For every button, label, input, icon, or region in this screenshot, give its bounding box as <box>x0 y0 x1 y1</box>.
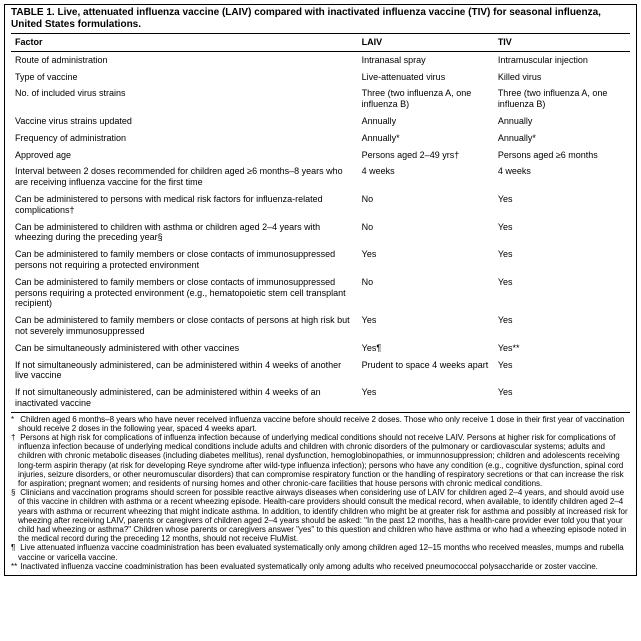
cell-factor: Type of vaccine <box>11 69 358 86</box>
cell-factor: If not simultaneously administered, can … <box>11 357 358 385</box>
cell-factor: Can be administered to children with ast… <box>11 219 358 247</box>
table-row: Approved agePersons aged 2–49 yrs†Person… <box>11 147 630 164</box>
cell-tiv: 4 weeks <box>494 163 630 191</box>
cell-laiv: No <box>358 191 494 219</box>
cell-laiv: Intranasal spray <box>358 51 494 68</box>
cell-factor: Can be administered to family members or… <box>11 312 358 340</box>
footnote-symbol: † <box>11 433 18 442</box>
cell-laiv: Live-attenuated virus <box>358 69 494 86</box>
table-row: If not simultaneously administered, can … <box>11 357 630 385</box>
cell-factor: Can be simultaneously administered with … <box>11 340 358 357</box>
cell-factor: Can be administered to family members or… <box>11 274 358 312</box>
cell-factor: Can be administered to persons with medi… <box>11 191 358 219</box>
cell-laiv: Annually* <box>358 130 494 147</box>
table-row: Can be administered to family members or… <box>11 312 630 340</box>
cell-factor: Can be administered to family members or… <box>11 246 358 274</box>
cell-tiv: Yes <box>494 357 630 385</box>
cell-laiv: 4 weeks <box>358 163 494 191</box>
table-row: No. of included virus strainsThree (two … <box>11 85 630 113</box>
footnote-text: Clinicians and vaccination programs shou… <box>18 488 628 543</box>
cell-factor: Approved age <box>11 147 358 164</box>
table-row: Can be administered to children with ast… <box>11 219 630 247</box>
table-row: Can be simultaneously administered with … <box>11 340 630 357</box>
footnote: § Clinicians and vaccination programs sh… <box>11 488 630 543</box>
cell-factor: No. of included virus strains <box>11 85 358 113</box>
cell-tiv: Intramuscular injection <box>494 51 630 68</box>
footnote-text: Inactivated influenza vaccine coadminist… <box>18 562 598 571</box>
cell-laiv: Yes <box>358 384 494 412</box>
footnote-text: Children aged 6 months–8 years who have … <box>18 415 624 433</box>
cell-factor: Route of administration <box>11 51 358 68</box>
cell-tiv: Yes** <box>494 340 630 357</box>
footnote-symbol: ** <box>11 562 18 571</box>
cell-laiv: Yes¶ <box>358 340 494 357</box>
cell-laiv: No <box>358 274 494 312</box>
footnote: † Persons at high risk for complications… <box>11 433 630 488</box>
cell-laiv: Persons aged 2–49 yrs† <box>358 147 494 164</box>
footnote-text: Persons at high risk for complications o… <box>18 433 624 488</box>
footnote: ¶ Live attenuated influenza vaccine coad… <box>11 543 630 561</box>
table-row: Can be administered to family members or… <box>11 274 630 312</box>
cell-laiv: Three (two influenza A, one influenza B) <box>358 85 494 113</box>
footnote: ** Inactivated influenza vaccine coadmin… <box>11 562 630 571</box>
footnote: * Children aged 6 months–8 years who hav… <box>11 415 630 433</box>
table-row: Can be administered to persons with medi… <box>11 191 630 219</box>
cell-factor: If not simultaneously administered, can … <box>11 384 358 412</box>
table-row: Frequency of administrationAnnually*Annu… <box>11 130 630 147</box>
table-row: Can be administered to family members or… <box>11 246 630 274</box>
header-row: Factor LAIV TIV <box>11 34 630 52</box>
table-row: Interval between 2 doses recommended for… <box>11 163 630 191</box>
cell-tiv: Yes <box>494 384 630 412</box>
table-row: Route of administrationIntranasal sprayI… <box>11 51 630 68</box>
cell-factor: Vaccine virus strains updated <box>11 113 358 130</box>
cell-tiv: Persons aged ≥6 months <box>494 147 630 164</box>
header-tiv: TIV <box>494 34 630 52</box>
cell-tiv: Annually* <box>494 130 630 147</box>
cell-laiv: No <box>358 219 494 247</box>
cell-tiv: Yes <box>494 191 630 219</box>
footnote-symbol: § <box>11 488 18 497</box>
cell-tiv: Killed virus <box>494 69 630 86</box>
cell-laiv: Yes <box>358 312 494 340</box>
cell-laiv: Yes <box>358 246 494 274</box>
header-factor: Factor <box>11 34 358 52</box>
footnote-text: Live attenuated influenza vaccine coadmi… <box>18 543 624 561</box>
cell-tiv: Yes <box>494 274 630 312</box>
table-row: If not simultaneously administered, can … <box>11 384 630 412</box>
cell-factor: Frequency of administration <box>11 130 358 147</box>
cell-tiv: Yes <box>494 312 630 340</box>
table-row: Vaccine virus strains updatedAnnuallyAnn… <box>11 113 630 130</box>
table-title: TABLE 1. Live, attenuated influenza vacc… <box>11 7 630 31</box>
footnote-symbol: * <box>11 415 18 424</box>
cell-laiv: Annually <box>358 113 494 130</box>
cell-tiv: Three (two influenza A, one influenza B) <box>494 85 630 113</box>
footnotes-block: * Children aged 6 months–8 years who hav… <box>11 415 630 571</box>
cell-tiv: Yes <box>494 219 630 247</box>
cell-tiv: Annually <box>494 113 630 130</box>
cell-tiv: Yes <box>494 246 630 274</box>
table-row: Type of vaccineLive-attenuated virusKill… <box>11 69 630 86</box>
table-container: TABLE 1. Live, attenuated influenza vacc… <box>4 4 637 576</box>
cell-laiv: Prudent to space 4 weeks apart <box>358 357 494 385</box>
comparison-table: Factor LAIV TIV Route of administrationI… <box>11 33 630 413</box>
header-laiv: LAIV <box>358 34 494 52</box>
cell-factor: Interval between 2 doses recommended for… <box>11 163 358 191</box>
footnote-symbol: ¶ <box>11 543 18 552</box>
